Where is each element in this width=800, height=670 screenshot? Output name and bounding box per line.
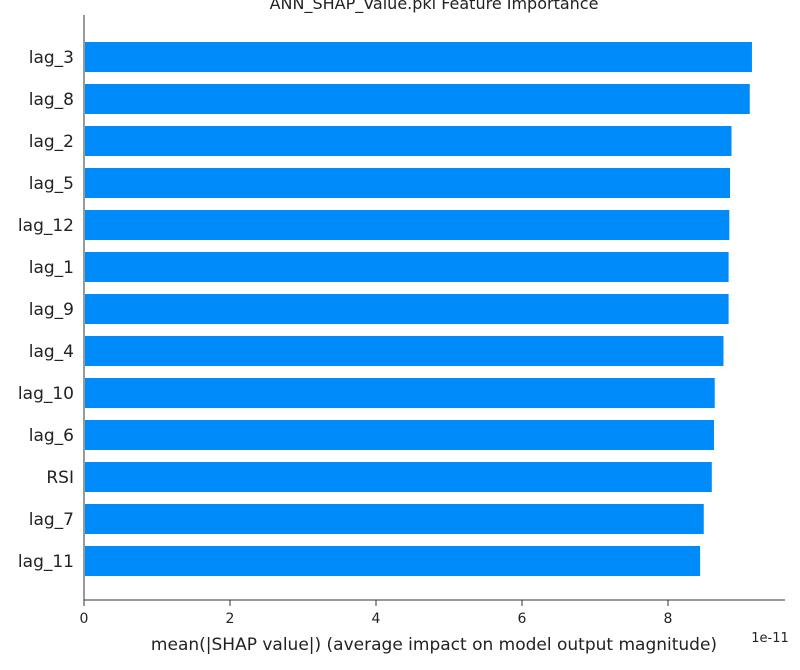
y-tick-labels: lag_3 lag_8 lag_2 lag_5 lag_12 lag_1 lag_9 lag_… — [18, 48, 74, 572]
bar-lag-3 — [85, 42, 752, 72]
x-tick-label: 4 — [372, 611, 381, 627]
bar-lag-10 — [85, 378, 715, 408]
bar-lag-12 — [85, 210, 730, 240]
x-tick-label: 0 — [80, 611, 89, 627]
y-tick-label: lag_6 — [29, 426, 74, 446]
x-ticks: 0 2 4 6 8 — [80, 600, 673, 627]
chart-title: ANN_SHAP_Value.pkl Feature Importance — [270, 0, 599, 14]
bar-lag-8 — [85, 84, 750, 114]
y-tick-label: lag_2 — [29, 132, 74, 152]
bar-lag-6 — [85, 420, 714, 450]
bar-lag-1 — [85, 252, 729, 282]
bar-lag-4 — [85, 336, 724, 366]
y-tick-label: lag_4 — [29, 342, 74, 362]
y-tick-label: lag_12 — [18, 216, 74, 236]
bar-lag-9 — [85, 294, 729, 324]
y-tick-label: lag_8 — [29, 90, 74, 110]
x-axis-scale-label: 1e-11 — [751, 631, 789, 646]
bar-lag-2 — [85, 126, 732, 156]
x-tick-label: 6 — [518, 611, 527, 627]
bar-lag-7 — [85, 504, 704, 534]
bars-group — [85, 42, 752, 576]
bar-rsi — [85, 462, 712, 492]
y-tick-label: lag_3 — [29, 48, 74, 68]
x-tick-label: 2 — [226, 611, 235, 627]
y-tick-label: lag_7 — [29, 510, 74, 530]
x-axis-label: mean(|SHAP value|) (average impact on mo… — [151, 635, 717, 655]
y-tick-label: lag_10 — [18, 384, 74, 404]
y-tick-label: lag_9 — [29, 300, 74, 320]
y-tick-label: lag_5 — [29, 174, 74, 194]
y-tick-label: lag_11 — [18, 552, 74, 572]
bar-lag-11 — [85, 546, 701, 576]
y-tick-label: RSI — [46, 468, 74, 488]
bar-lag-5 — [85, 168, 731, 198]
x-tick-label: 8 — [664, 611, 673, 627]
y-tick-label: lag_1 — [29, 258, 74, 278]
